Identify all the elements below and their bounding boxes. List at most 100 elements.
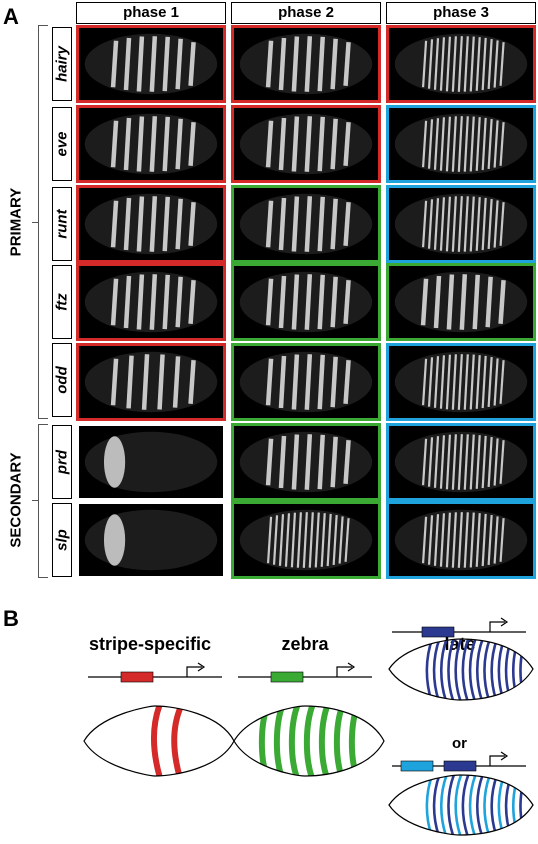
expression-stripe xyxy=(175,276,183,328)
expression-stripe xyxy=(469,512,475,568)
expression-stripe xyxy=(291,354,300,410)
stripe-specific-construct xyxy=(88,662,222,683)
expression-stripe xyxy=(427,515,434,565)
phase-2-header: phase 2 xyxy=(231,2,381,24)
primary-bracket xyxy=(38,25,48,419)
schematic-stripe xyxy=(483,775,492,835)
expression-stripe xyxy=(472,274,480,330)
late-construct-single xyxy=(392,617,526,638)
schematic-stripe xyxy=(440,775,449,835)
schematic-stripe xyxy=(432,775,442,835)
late-alt-embryo-stripes xyxy=(425,775,528,835)
expression-stripe xyxy=(265,358,274,406)
green-enhancer-box xyxy=(270,671,304,683)
schematic-stripe xyxy=(490,775,500,835)
expression-stripe xyxy=(188,42,196,86)
expression-stripe xyxy=(317,274,325,330)
embryo-image-odd-phase-1 xyxy=(76,343,226,421)
expression-stripe xyxy=(493,438,499,486)
expression-stripe xyxy=(332,514,338,566)
expression-stripe xyxy=(172,356,181,408)
expression-stripe xyxy=(317,36,325,92)
stripe-specific-title: stripe-specific xyxy=(88,634,212,654)
schematic-stripe xyxy=(512,639,521,700)
red-enhancer-box xyxy=(120,671,154,683)
expression-stripe xyxy=(317,434,325,490)
expression-stripe xyxy=(344,518,350,562)
expression-stripe xyxy=(330,38,338,90)
gene-label-runt: runt xyxy=(52,187,72,261)
expression-stripe xyxy=(457,512,463,568)
expression-stripe xyxy=(296,512,302,568)
zebra-title: zebra xyxy=(281,634,329,654)
embryo-image-hairy-phase-2 xyxy=(231,25,381,103)
expression-stripe xyxy=(433,436,440,488)
zebra-embryo-outline xyxy=(233,705,385,777)
embryo-image-eve-phase-2 xyxy=(231,105,381,183)
expression-stripe xyxy=(343,122,351,166)
expression-stripe xyxy=(343,42,351,86)
expression-stripe xyxy=(265,120,274,168)
secondary-group-label: SECONDARY xyxy=(7,452,25,548)
expression-stripe xyxy=(272,515,279,565)
expression-stripe xyxy=(481,117,487,171)
expression-stripe xyxy=(421,200,428,248)
schematic-stripe xyxy=(468,639,478,700)
expression-stripe xyxy=(338,516,344,564)
schematic-stripe xyxy=(454,775,464,835)
expression-stripe xyxy=(278,355,287,409)
expression-stripe xyxy=(265,278,274,326)
expression-stripe xyxy=(475,37,481,91)
schematic-stripe xyxy=(303,706,316,776)
expression-stripe xyxy=(463,116,469,172)
expression-stripe xyxy=(463,512,469,568)
embryo-image-runt-phase-1 xyxy=(76,185,226,263)
expression-stripe xyxy=(457,434,463,490)
expression-stripe xyxy=(330,118,338,170)
expression-stripe xyxy=(175,118,183,170)
expression-stripe xyxy=(439,117,446,171)
expression-stripe xyxy=(457,196,463,252)
expression-stripe xyxy=(110,40,119,88)
gene-label-prd: prd xyxy=(52,425,72,499)
expression-stripe xyxy=(499,202,505,246)
expression-stripe xyxy=(493,516,499,564)
expression-stripe xyxy=(343,280,351,324)
embryo-image-prd-phase-1 xyxy=(76,423,226,501)
schematic-stripe xyxy=(318,706,331,776)
embryo-image-odd-phase-2 xyxy=(231,343,381,421)
expression-stripe xyxy=(304,434,313,490)
expression-band xyxy=(103,514,126,566)
expression-stripe xyxy=(433,118,440,170)
embryo-image-ftz-phase-3 xyxy=(386,263,536,341)
schematic-stripe xyxy=(490,639,500,700)
expression-stripe xyxy=(330,198,338,250)
schematic-stripe xyxy=(440,639,449,700)
expression-stripe xyxy=(445,36,452,92)
expression-stripe xyxy=(485,276,493,328)
schematic-stripe xyxy=(461,775,471,835)
expression-stripe xyxy=(457,354,463,410)
embryo-image-eve-phase-1 xyxy=(76,105,226,183)
expression-stripe xyxy=(291,36,300,92)
expression-stripe xyxy=(278,117,287,171)
expression-stripe xyxy=(188,122,196,166)
expression-stripe xyxy=(110,358,119,406)
expression-stripe xyxy=(278,37,287,91)
expression-stripe xyxy=(451,512,457,568)
darkblue-enhancer-box xyxy=(443,760,477,772)
panel-a-letter: A xyxy=(3,4,19,29)
expression-stripe xyxy=(469,36,475,92)
expression-stripe xyxy=(487,118,493,170)
expression-stripe xyxy=(463,36,469,92)
expression-stripe xyxy=(498,280,506,324)
expression-stripe xyxy=(439,435,446,489)
panel-b-letter: B xyxy=(3,606,19,631)
zebra-construct xyxy=(238,662,372,683)
expression-stripe xyxy=(278,514,285,566)
expression-stripe xyxy=(451,434,457,490)
expression-stripe xyxy=(475,435,481,489)
expression-stripe xyxy=(330,436,338,488)
embryo-image-prd-phase-2 xyxy=(231,423,381,501)
expression-stripe xyxy=(291,116,300,172)
